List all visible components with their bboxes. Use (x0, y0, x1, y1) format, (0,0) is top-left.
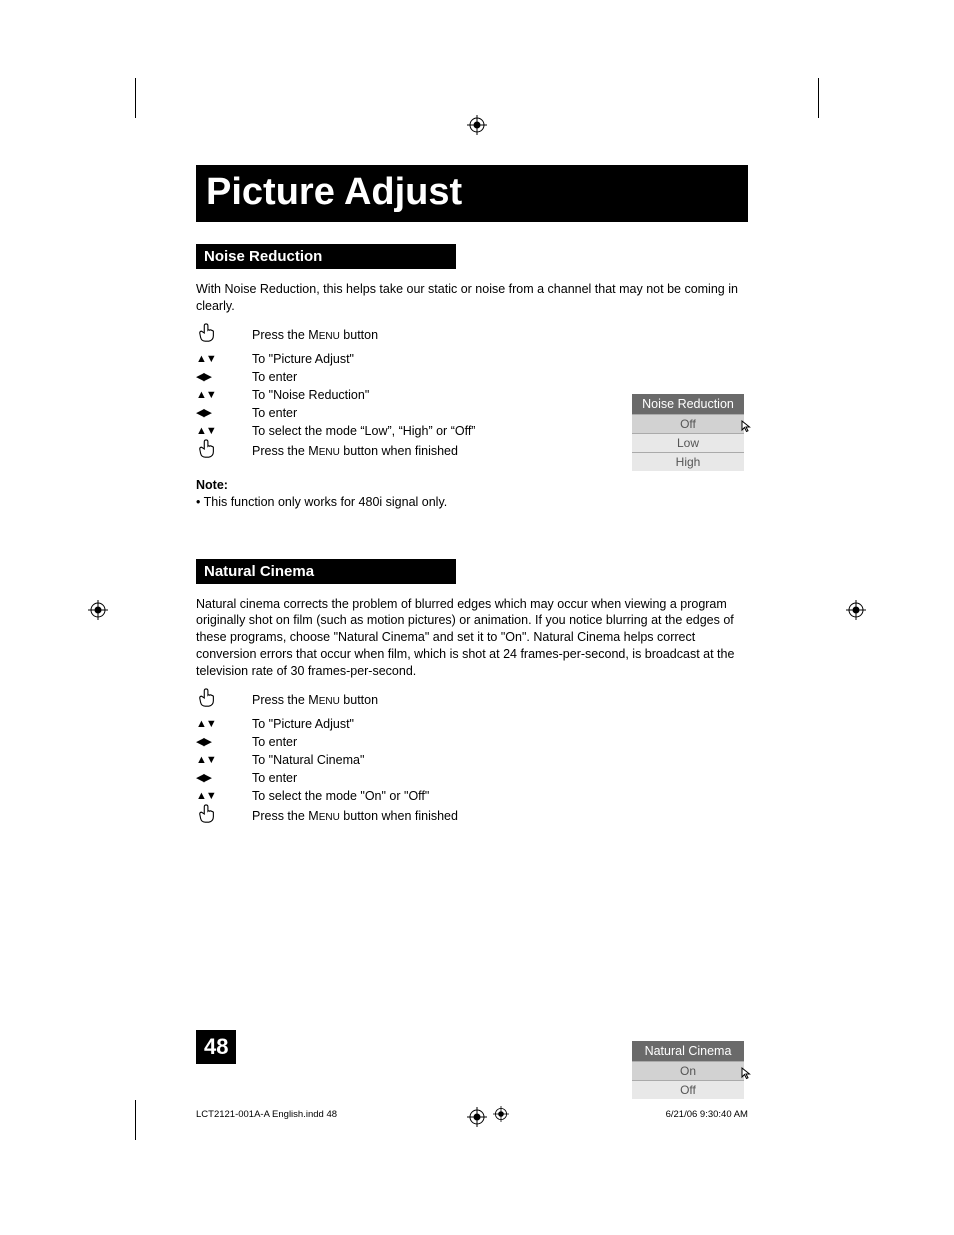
menu-header: Natural Cinema (632, 1041, 744, 1061)
natural-cinema-menu: Natural CinemaOnOff (632, 1041, 744, 1099)
note-block: Note: • This function only works for 480… (196, 477, 748, 511)
step-row: ▲▼ To "Natural Cinema" (196, 752, 748, 770)
step-text: To "Picture Adjust" (252, 351, 748, 368)
step-row: ◀▶ To enter (196, 770, 748, 788)
menu-row: On (632, 1061, 744, 1080)
left-right-arrows-icon: ◀▶ (196, 406, 211, 421)
step-text: To enter (252, 770, 748, 787)
registration-mark-right (846, 600, 866, 620)
step-text: Press the MENU button when finished (252, 808, 748, 825)
hand-icon (196, 804, 218, 829)
step-row: ◀▶ To enter (196, 369, 748, 387)
hand-icon (196, 439, 218, 464)
page-content: Picture Adjust Noise Reduction With Nois… (196, 165, 748, 832)
step-row: ◀▶ To enter (196, 734, 748, 752)
page-title: Picture Adjust (196, 165, 748, 222)
crop-mark (818, 78, 819, 118)
left-right-arrows-icon: ◀▶ (196, 370, 211, 385)
menu-row: Low (632, 433, 744, 452)
step-row: ▲▼ To "Picture Adjust" (196, 716, 748, 734)
left-right-arrows-icon: ◀▶ (196, 771, 211, 786)
registration-mark-top (467, 115, 487, 135)
menu-row: High (632, 452, 744, 471)
section-heading: Noise Reduction (196, 244, 456, 269)
step-row: ▲▼ To "Picture Adjust" (196, 351, 748, 369)
footer-filename: LCT2121-001A-A English.indd 48 (196, 1109, 337, 1120)
step-row: ▲▼ To select the mode "On" or "Off" (196, 788, 748, 806)
up-down-arrows-icon: ▲▼ (196, 424, 216, 439)
footer-timestamp: 6/21/06 9:30:40 AM (666, 1109, 748, 1120)
crop-mark (135, 78, 136, 118)
step-text: To "Picture Adjust" (252, 716, 748, 733)
step-text: To select the mode "On" or "Off" (252, 788, 748, 805)
menu-row: Off (632, 414, 744, 433)
hand-icon (196, 688, 218, 713)
section-noise-reduction: Noise Reduction With Noise Reduction, th… (196, 244, 748, 511)
step-row: Press the MENU button (196, 690, 748, 712)
up-down-arrows-icon: ▲▼ (196, 388, 216, 403)
section-heading: Natural Cinema (196, 559, 456, 584)
menu-header: Noise Reduction (632, 394, 744, 414)
step-text: Press the MENU button (252, 327, 748, 344)
up-down-arrows-icon: ▲▼ (196, 717, 216, 732)
step-text: To "Natural Cinema" (252, 752, 748, 769)
menu-row: Off (632, 1080, 744, 1099)
up-down-arrows-icon: ▲▼ (196, 352, 216, 367)
registration-mark-footer (493, 1106, 509, 1122)
hand-icon (196, 323, 218, 348)
note-item: • This function only works for 480i sign… (196, 494, 748, 511)
registration-mark-left (88, 600, 108, 620)
step-text: To enter (252, 369, 748, 386)
up-down-arrows-icon: ▲▼ (196, 789, 216, 804)
noise-reduction-menu: Noise ReductionOffLowHigh (632, 394, 744, 471)
steps-list: Press the MENU button ▲▼ To "Picture Adjus… (196, 690, 748, 832)
step-text: To enter (252, 734, 748, 751)
section-intro: Natural cinema corrects the problem of b… (196, 596, 748, 680)
up-down-arrows-icon: ▲▼ (196, 753, 216, 768)
section-intro: With Noise Reduction, this helps take ou… (196, 281, 748, 315)
section-natural-cinema: Natural Cinema Natural cinema corrects t… (196, 559, 748, 832)
step-row: Press the MENU button when finished (196, 806, 748, 828)
note-label: Note: (196, 477, 748, 494)
page-number: 48 (196, 1030, 236, 1064)
print-footer: LCT2121-001A-A English.indd 48 6/21/06 9… (196, 1106, 748, 1122)
step-text: Press the MENU button (252, 692, 748, 709)
step-row: Press the MENU button (196, 325, 748, 347)
left-right-arrows-icon: ◀▶ (196, 735, 211, 750)
crop-mark (135, 1100, 136, 1140)
